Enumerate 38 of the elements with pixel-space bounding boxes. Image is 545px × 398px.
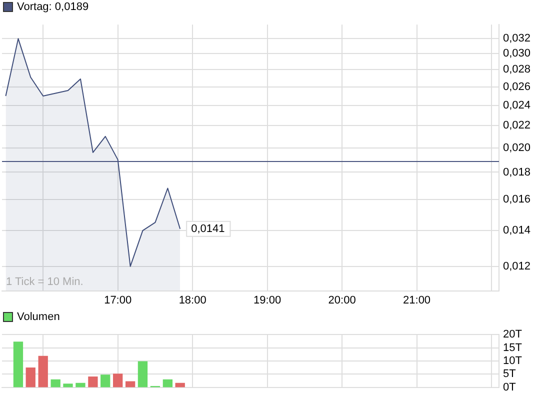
bar — [38, 356, 48, 388]
legend-label: Volumen — [17, 311, 60, 323]
bar — [100, 374, 110, 388]
y-tick-label: 0,016 — [503, 194, 531, 206]
bar — [63, 384, 73, 388]
annotation: 1 Tick = 10 Min. — [6, 276, 84, 288]
bar — [175, 382, 185, 388]
bar — [13, 342, 24, 388]
bar — [88, 376, 98, 388]
x-tick-label: 20:00 — [328, 294, 356, 306]
bar — [76, 382, 86, 388]
bar — [26, 368, 36, 388]
bar — [50, 379, 60, 388]
bar — [125, 381, 136, 388]
annotation: 0,0141 — [191, 222, 225, 235]
y-tick-label: 10T — [503, 355, 522, 368]
bar — [138, 361, 148, 388]
y-tick-label: 0,028 — [503, 64, 531, 76]
y-tick-label: 0,018 — [503, 166, 531, 178]
y-tick-label: 0T — [503, 381, 516, 394]
x-tick-label: 17:00 — [104, 294, 132, 306]
x-tick-label: 18:00 — [178, 294, 206, 306]
y-tick-label: 0,022 — [503, 120, 531, 132]
y-tick-label: 0,020 — [503, 142, 531, 154]
y-tick-label: 0,026 — [503, 80, 531, 93]
y-tick-label: 0,012 — [503, 260, 531, 272]
x-tick-label: 19:00 — [254, 294, 282, 306]
y-tick-label: 0,024 — [503, 99, 531, 112]
bar — [162, 379, 173, 388]
y-tick-label: 0,032 — [503, 32, 531, 45]
y-tick-label: 20T — [503, 328, 522, 341]
legend-label: Vortag: 0,0189 — [17, 1, 89, 13]
y-tick-label: 15T — [503, 342, 522, 354]
bar — [113, 374, 123, 388]
x-tick-label: 21:00 — [403, 294, 431, 306]
y-tick-label: 0,030 — [503, 48, 531, 60]
y-tick-label: 5T — [503, 368, 516, 380]
y-tick-label: 0,014 — [503, 224, 531, 237]
